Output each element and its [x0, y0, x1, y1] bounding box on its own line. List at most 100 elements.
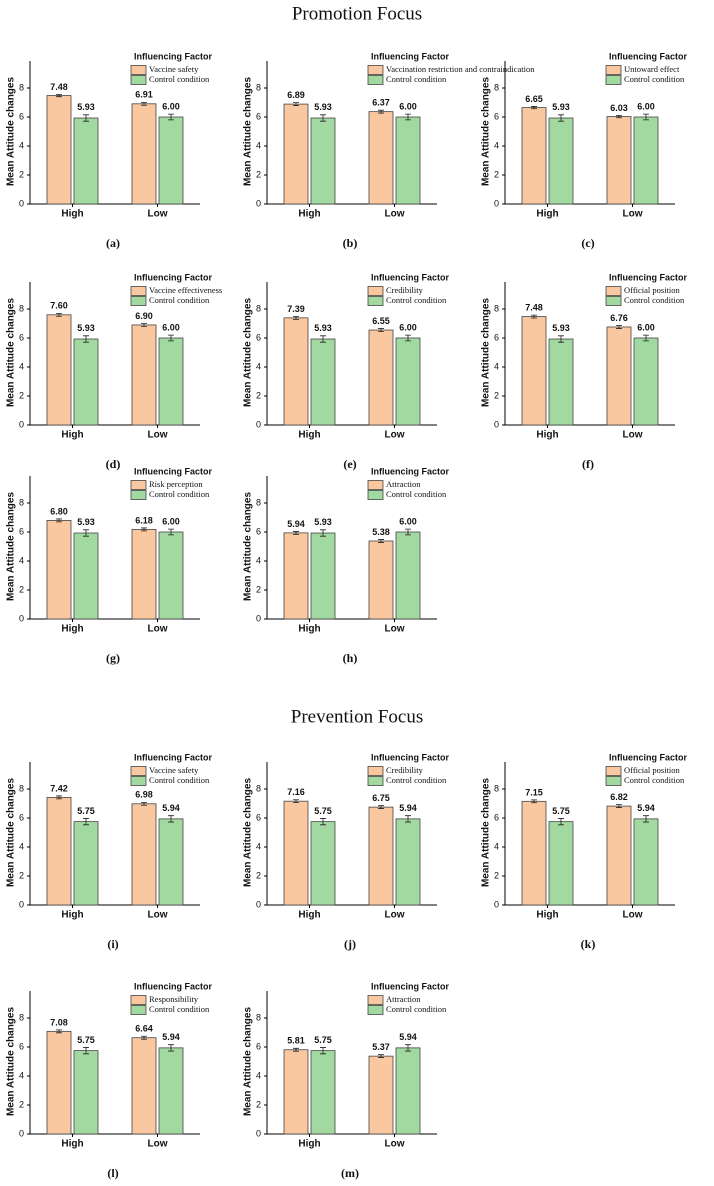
error-bar — [378, 328, 384, 332]
y-tick-label: 4 — [19, 140, 24, 150]
x-tick-label: High — [536, 910, 558, 921]
bar — [310, 117, 336, 205]
y-axis-label: Mean Attitude changes — [481, 298, 492, 408]
x-tick-label: High — [61, 1139, 83, 1150]
panel-caption: (b) — [343, 236, 358, 250]
bar — [368, 806, 394, 906]
bar — [368, 111, 394, 205]
error-bar — [56, 518, 62, 523]
legend-swatch — [130, 766, 147, 776]
value-label: 6.55 — [372, 316, 390, 326]
x-tick-label: Low — [385, 209, 405, 220]
y-tick-label: 4 — [19, 555, 24, 565]
value-label: 6.00 — [162, 101, 180, 111]
y-tick-label: 4 — [494, 361, 499, 371]
value-label: 7.60 — [50, 301, 68, 311]
x-tick-label: Low — [385, 1139, 405, 1150]
legend-swatch — [605, 766, 622, 776]
error-bar — [83, 1047, 89, 1055]
bar — [283, 317, 309, 426]
x-tick-label: Low — [148, 430, 168, 441]
legend-swatch — [130, 995, 147, 1005]
y-tick-label: 8 — [19, 82, 24, 92]
bar — [521, 800, 547, 906]
value-label: 7.08 — [50, 1017, 68, 1027]
panel-caption: (f) — [582, 457, 594, 471]
value-label: 6.00 — [162, 516, 180, 526]
value-label: 6.03 — [610, 103, 628, 113]
y-tick-label: 8 — [256, 303, 261, 313]
bar — [395, 116, 421, 205]
legend-title: Influencing Factor — [134, 51, 213, 61]
y-tick-label: 6 — [494, 111, 499, 121]
legend-swatch — [367, 75, 384, 85]
y-tick-label: 8 — [19, 783, 24, 793]
legend-title: Influencing Factor — [609, 272, 688, 282]
error-bar — [168, 113, 174, 121]
bar — [633, 337, 659, 426]
y-tick-label: 2 — [494, 390, 499, 400]
value-label: 5.93 — [77, 517, 95, 527]
legend-label: Risk perception — [149, 479, 203, 489]
y-tick-label: 8 — [494, 82, 499, 92]
y-axis-label: Mean Attitude changes — [6, 77, 17, 187]
legend-label: Control condition — [149, 775, 210, 785]
error-bar — [293, 102, 299, 106]
error-bar — [320, 114, 326, 122]
legend-swatch — [130, 296, 147, 306]
y-tick-label: 4 — [256, 1070, 261, 1080]
y-tick-label: 2 — [19, 584, 24, 594]
section-heading: Prevention Focus — [291, 706, 423, 727]
y-tick-label: 8 — [494, 303, 499, 313]
y-tick-label: 6 — [19, 332, 24, 342]
value-label: 6.64 — [135, 1024, 153, 1034]
y-axis-label: Mean Attitude changes — [243, 77, 254, 187]
bar — [158, 116, 184, 205]
bar — [521, 107, 547, 205]
bar — [46, 95, 72, 205]
bar — [131, 803, 157, 906]
error-bar — [56, 795, 62, 800]
error-bar — [56, 312, 62, 317]
x-tick-label: High — [536, 430, 558, 441]
y-tick-label: 8 — [256, 497, 261, 507]
y-tick-label: 4 — [19, 1070, 24, 1080]
y-axis-label: Mean Attitude changes — [6, 1007, 17, 1117]
y-axis-label: Mean Attitude changes — [243, 492, 254, 602]
y-tick-label: 4 — [256, 361, 261, 371]
legend-swatch — [130, 75, 147, 85]
legend-label: Control condition — [624, 74, 685, 84]
legend-label: Attraction — [386, 994, 421, 1004]
value-label: 6.90 — [135, 311, 153, 321]
bar — [368, 329, 394, 426]
value-label: 5.94 — [287, 519, 305, 529]
legend-swatch — [130, 480, 147, 490]
bar — [283, 103, 309, 205]
legend-swatch — [130, 286, 147, 296]
bar — [131, 103, 157, 205]
y-tick-label: 6 — [256, 812, 261, 822]
error-bar — [378, 805, 384, 809]
legend-title: Influencing Factor — [371, 752, 450, 762]
legend-label: Control condition — [149, 489, 210, 499]
value-label: 5.94 — [637, 803, 655, 813]
error-bar — [643, 815, 649, 823]
value-label: 7.15 — [525, 787, 543, 797]
bar — [131, 324, 157, 426]
panel-caption: (h) — [343, 651, 358, 665]
value-label: 5.81 — [287, 1036, 305, 1046]
y-tick-label: 8 — [19, 1012, 24, 1022]
bar — [73, 821, 99, 906]
legend-label: Official position — [624, 765, 681, 775]
y-tick-label: 2 — [19, 169, 24, 179]
bar — [131, 528, 157, 620]
bar — [158, 818, 184, 906]
bar — [368, 540, 394, 620]
